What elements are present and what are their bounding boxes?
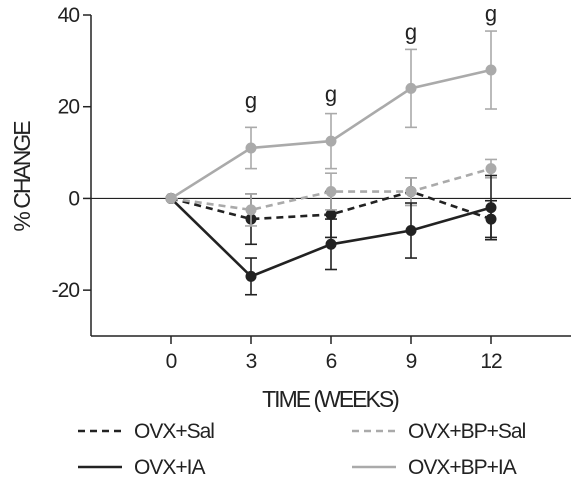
- legend-label: OVX+BP+Sal: [408, 420, 526, 443]
- x-tick-label: 9: [406, 350, 417, 373]
- legend-label: OVX+Sal: [134, 420, 214, 443]
- legend-label: OVX+IA: [134, 456, 205, 479]
- data-point: [405, 82, 417, 94]
- data-point: [165, 192, 177, 204]
- y-tick-label: 40: [58, 4, 80, 27]
- x-tick-label: 6: [326, 350, 337, 373]
- data-point: [325, 208, 337, 220]
- y-tick-label: -20: [52, 279, 80, 302]
- y-axis-title: % CHANGE: [9, 121, 35, 232]
- data-point: [325, 186, 337, 198]
- significance-marker: g: [245, 88, 257, 113]
- data-point: [325, 238, 337, 250]
- data-point: [245, 204, 257, 216]
- significance-marker: g: [485, 1, 497, 26]
- legend-label: OVX+BP+IA: [408, 456, 517, 479]
- x-tick-label: 3: [246, 350, 257, 373]
- x-tick-label: 12: [480, 350, 502, 373]
- legend-entry: OVX+IA: [78, 456, 206, 479]
- data-point: [485, 64, 497, 76]
- data-point: [485, 163, 497, 175]
- significance-marker: g: [325, 81, 337, 106]
- data-point: [405, 225, 417, 237]
- legend-entry: OVX+BP+IA: [352, 456, 518, 479]
- legend: OVX+Sal OVX+BP+Sal OVX+IA OVX+BP+IA: [78, 420, 527, 479]
- data-point: [245, 142, 257, 154]
- series-ovx-bp-ia: [165, 30, 497, 204]
- x-tick-label: 0: [166, 350, 177, 373]
- significance-marker: g: [405, 19, 417, 44]
- x-axis-title: TIME (WEEKS): [262, 386, 399, 412]
- legend-entry: OVX+BP+Sal: [352, 420, 527, 443]
- legend-entry: OVX+Sal: [78, 420, 215, 443]
- data-point: [325, 135, 337, 147]
- data-point: [405, 186, 417, 198]
- plot-area: -20 0 20 40 0 3 6 9 12 g g g g: [52, 1, 571, 373]
- data-point: [485, 202, 497, 214]
- data-point: [245, 270, 257, 282]
- y-tick-label: 0: [68, 187, 79, 210]
- y-tick-label: 20: [58, 96, 80, 119]
